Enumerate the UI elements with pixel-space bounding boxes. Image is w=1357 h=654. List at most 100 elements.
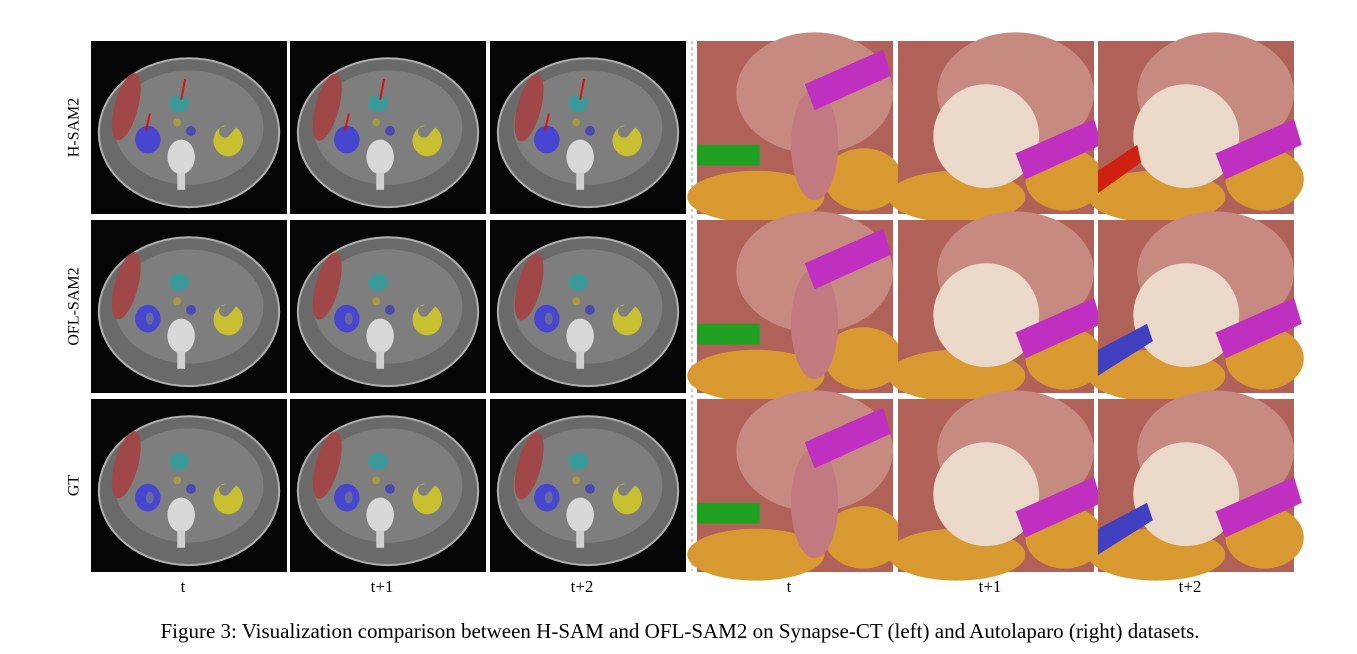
small-organ — [372, 118, 381, 127]
aorta — [385, 484, 395, 494]
spine-process — [177, 351, 186, 369]
bowel — [791, 447, 839, 559]
tool-red — [1098, 144, 1142, 194]
column-label: t+2 — [1179, 577, 1202, 596]
spine-process — [576, 530, 585, 548]
liver — [312, 73, 342, 141]
fat — [824, 327, 903, 390]
tool-magenta — [1215, 297, 1302, 359]
liver — [111, 73, 141, 141]
teal-organ — [368, 452, 389, 470]
row-label: OFL-SAM2 — [66, 267, 83, 345]
red-arrow — [180, 78, 187, 101]
kidney-hole — [344, 312, 353, 325]
red-arrow — [379, 78, 386, 101]
kidney-right — [612, 304, 642, 336]
tool-magenta — [1015, 476, 1102, 538]
kidney-right — [412, 304, 442, 336]
spine-process — [376, 351, 385, 369]
aorta — [385, 305, 395, 315]
red-arrow — [579, 78, 586, 101]
aorta — [385, 126, 395, 136]
teal-organ — [568, 94, 588, 112]
kidney-hole — [145, 491, 154, 504]
small-organ — [173, 476, 182, 485]
spine-process — [576, 351, 585, 369]
spine-process — [576, 172, 585, 190]
tool-magenta — [1015, 297, 1102, 359]
liver — [514, 253, 544, 321]
spine — [566, 139, 594, 175]
row-label: H-SAM2 — [66, 98, 83, 158]
spine — [366, 139, 394, 175]
column-label: t — [181, 577, 186, 596]
teal-organ — [169, 94, 189, 112]
organ — [933, 442, 1040, 547]
kidney-right — [412, 483, 442, 515]
kidney-right — [412, 125, 442, 157]
kidney-left — [135, 125, 161, 154]
bowel — [791, 268, 839, 380]
kidney-right — [612, 125, 642, 157]
tool-green — [697, 144, 760, 166]
fat — [687, 349, 825, 402]
kidney-left — [334, 125, 360, 154]
organ — [933, 84, 1040, 189]
red-arrow — [144, 113, 151, 132]
kidney-hole — [544, 312, 553, 325]
small-organ — [173, 297, 182, 306]
organ — [1133, 442, 1240, 547]
organ — [933, 263, 1040, 368]
tool-magenta — [804, 49, 892, 111]
small-organ — [372, 297, 381, 306]
small-organ — [572, 476, 581, 485]
kidney-right — [213, 304, 243, 336]
caption: Figure 3: Visualization comparison betwe… — [160, 619, 1199, 643]
spine-process — [177, 530, 186, 548]
spine-process — [376, 172, 385, 190]
aorta — [585, 126, 595, 136]
teal-organ — [568, 452, 588, 470]
spine — [167, 139, 195, 175]
kidney-right — [612, 483, 642, 515]
spine — [167, 497, 195, 533]
spine — [167, 318, 195, 354]
spine — [366, 497, 394, 533]
teal-organ — [169, 452, 189, 470]
liver — [312, 252, 342, 320]
teal-organ — [368, 94, 389, 112]
spine-process — [177, 172, 186, 190]
column-label: t+2 — [571, 577, 594, 596]
small-organ — [572, 118, 581, 127]
small-organ — [372, 476, 381, 485]
spine — [566, 318, 594, 354]
aorta — [186, 484, 196, 494]
aorta — [585, 484, 595, 494]
liver — [111, 431, 141, 499]
column-label: t+1 — [371, 577, 394, 596]
small-organ — [572, 297, 581, 306]
fat — [687, 528, 825, 581]
column-label: t+1 — [979, 577, 1002, 596]
liver — [514, 432, 544, 500]
organ — [1133, 263, 1240, 368]
tool-magenta — [1215, 118, 1302, 180]
liver — [514, 74, 544, 142]
tool-magenta — [804, 228, 892, 290]
red-arrow — [343, 113, 350, 132]
fat — [824, 148, 903, 211]
tool-blue — [1098, 323, 1153, 376]
tool-green — [697, 323, 760, 345]
tool-magenta — [1015, 118, 1102, 180]
kidney-hole — [145, 312, 154, 325]
spine-process — [376, 530, 385, 548]
aorta — [585, 305, 595, 315]
spine — [566, 497, 594, 533]
tool-magenta — [1215, 476, 1302, 538]
fat — [687, 170, 825, 223]
tool-green — [697, 502, 760, 524]
kidney-hole — [544, 491, 553, 504]
aorta — [186, 126, 196, 136]
aorta — [186, 305, 196, 315]
